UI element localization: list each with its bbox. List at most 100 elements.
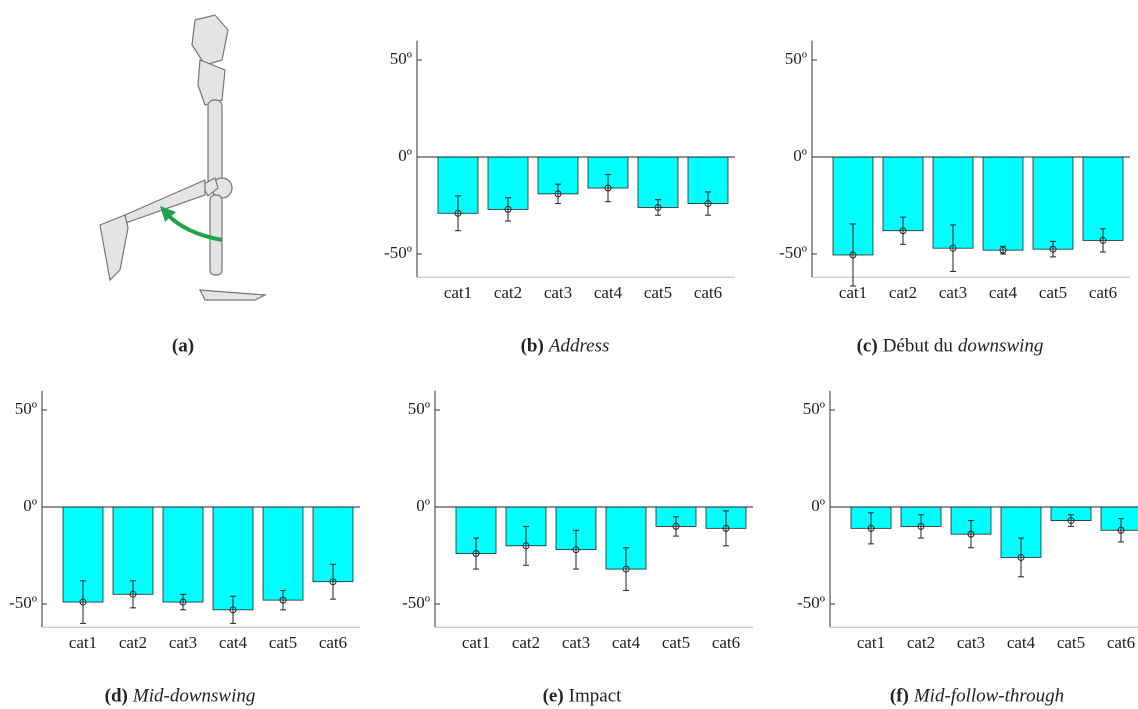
error-bar [704,191,712,216]
y-tick-label: 0º [23,496,37,515]
error-bar [849,223,857,287]
x-tick-label: cat1 [857,633,885,652]
mean-marker [622,565,630,573]
bar [262,506,304,601]
mean-marker [1067,517,1075,525]
caption-label: (b) [521,336,544,357]
x-tick-label: cat1 [69,633,97,652]
mean-marker [999,246,1007,254]
x-tick-label: cat2 [494,283,522,302]
y-tick-label: -50º [779,243,807,262]
mean-marker [1117,526,1125,534]
x-tick-label: cat5 [662,633,690,652]
mean-marker [279,596,287,604]
skeleton-illustration [99,14,268,301]
y-tick-label: -50º [797,593,825,612]
x-tick-label: cat5 [1039,283,1067,302]
x-tick-label: cat4 [612,633,641,652]
x-tick-label: cat5 [644,283,672,302]
mean-marker [849,251,857,259]
x-tick-label: cat6 [1089,283,1117,302]
mean-marker [604,184,612,192]
x-tick-label: cat4 [989,283,1018,302]
error-bar [522,525,530,566]
caption-text: Mid-downswing [132,686,255,707]
y-tick-label: 50º [390,49,412,68]
mean-marker [949,244,957,252]
caption: (c) Début du downswing [857,336,1044,357]
arrow-head [160,206,176,222]
caption-label: (c) [857,336,878,357]
y-tick-label: 50º [15,399,37,418]
x-tick-label: cat4 [1007,633,1036,652]
error-bar [504,197,512,222]
error-bar [999,245,1007,255]
error-bar [672,516,680,537]
bar [1082,156,1124,241]
x-tick-label: cat3 [169,633,197,652]
x-tick-label: cat2 [119,633,147,652]
caption-label: (d) [105,686,128,707]
error-bar [279,589,287,611]
x-tick-label: cat6 [319,633,347,652]
error-bar [967,520,975,549]
mean-marker [179,598,187,606]
x-tick-label: cat4 [219,633,248,652]
caption-text: downswing [958,336,1044,357]
bar [982,156,1024,251]
bar [212,506,254,611]
y-tick-label: -50º [384,243,412,262]
error-bar [654,199,662,216]
error-bar [129,580,137,609]
error-bar [604,173,612,203]
caption: (a) [172,335,194,356]
caption-text: Address [547,336,610,357]
x-tick-label: cat3 [544,283,572,302]
x-tick-label: cat1 [444,283,472,302]
caption-text: Impact [569,686,622,707]
x-tick-label: cat6 [712,633,740,652]
mean-marker [472,550,480,558]
error-bar [1067,514,1075,527]
mean-marker [129,590,137,598]
y-tick-label: 50º [785,49,807,68]
mean-marker [704,200,712,208]
mean-marker [722,524,730,532]
caption-text: Début du [883,336,954,357]
error-bar [1099,228,1107,253]
x-tick-label: cat6 [694,283,722,302]
bar [112,506,154,595]
error-bar [554,183,562,205]
x-tick-label: cat2 [889,283,917,302]
error-bar [867,512,875,545]
mean-marker [329,578,337,586]
mean-marker [79,598,87,606]
caption-label: (e) [543,686,564,707]
mean-marker [967,530,975,538]
x-tick-label: cat6 [1107,633,1135,652]
error-bar [1117,518,1125,543]
y-tick-label: 0º [416,496,430,515]
error-bar [472,537,480,570]
error-bar [899,216,907,245]
rotation-arrow [165,212,223,242]
caption-text: Mid-follow-through [913,686,1064,707]
y-tick-label: 0º [793,146,807,165]
caption: (d) Mid-downswing [105,686,256,707]
x-tick-label: cat5 [269,633,297,652]
x-tick-label: cat4 [594,283,623,302]
mean-marker [554,190,562,198]
y-tick-label: 50º [408,399,430,418]
bar [162,506,204,603]
mean-marker [1017,553,1025,561]
mean-marker [917,522,925,530]
y-tick-label: 0º [398,146,412,165]
y-tick-label: 50º [803,399,825,418]
error-bar [1049,240,1057,258]
error-bar [329,563,337,600]
error-bar [79,580,87,624]
bar [1032,156,1074,250]
mean-marker [672,522,680,530]
x-tick-label: cat3 [562,633,590,652]
